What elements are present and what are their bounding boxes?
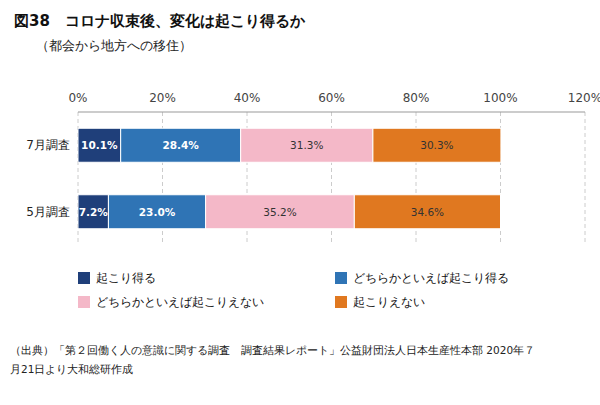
legend-swatch bbox=[78, 272, 90, 284]
title: 図38 コロナ収束後、変化は起こり得るか bbox=[14, 12, 306, 30]
bar bbox=[206, 195, 355, 229]
legend-label: 起こり得る bbox=[96, 271, 156, 285]
data-label: 23.0% bbox=[139, 206, 176, 218]
bar bbox=[78, 128, 121, 162]
bar bbox=[241, 128, 373, 162]
data-label: 28.4% bbox=[162, 139, 199, 151]
data-label: 30.3% bbox=[420, 139, 453, 151]
grid-line bbox=[585, 112, 586, 245]
bar bbox=[373, 128, 501, 162]
bar bbox=[108, 195, 205, 229]
caption: 月21日より大和総研作成 bbox=[10, 363, 133, 375]
x-tick-label: 100% bbox=[483, 91, 517, 105]
data-label: 34.6% bbox=[411, 206, 444, 218]
y-tick-label: 7月調査 bbox=[26, 138, 70, 152]
bar bbox=[78, 195, 108, 229]
y-tick-label: 5月調査 bbox=[26, 205, 70, 219]
data-label: 7.2% bbox=[79, 206, 109, 218]
bar bbox=[354, 195, 500, 229]
legend-swatch bbox=[335, 296, 347, 308]
x-tick-label: 80% bbox=[403, 91, 430, 105]
data-label: 10.1% bbox=[81, 139, 118, 151]
legend-label: どちらかといえば起こりえない bbox=[96, 295, 264, 309]
subtitle: （都会から地方への移住） bbox=[36, 38, 192, 53]
data-label: 35.2% bbox=[263, 206, 296, 218]
x-tick-label: 120% bbox=[568, 91, 600, 105]
legend-swatch bbox=[335, 272, 347, 284]
x-tick-label: 0% bbox=[68, 91, 87, 105]
caption: （出典）「第２回働く人の意識に関する調査 調査結果レポート」公益財団法人日本生産… bbox=[10, 344, 535, 357]
x-tick-label: 40% bbox=[234, 91, 261, 105]
data-label: 31.3% bbox=[290, 139, 323, 151]
x-tick-label: 60% bbox=[318, 91, 345, 105]
x-axis-line bbox=[78, 112, 585, 113]
legend-label: 起こりえない bbox=[353, 295, 425, 309]
legend-swatch bbox=[78, 296, 90, 308]
x-tick-label: 20% bbox=[149, 91, 176, 105]
legend-label: どちらかといえば起こり得る bbox=[353, 271, 509, 285]
legend: 起こり得る どちらかといえば起こり得るどちらかといえば起こりえない 起こりえない bbox=[78, 271, 509, 309]
bar bbox=[121, 128, 241, 162]
bars bbox=[78, 128, 501, 229]
data-labels: 10.1% 28.4% 31.3% 30.3% 7.2% 23.0% 35.2% 34.6% bbox=[79, 139, 454, 218]
